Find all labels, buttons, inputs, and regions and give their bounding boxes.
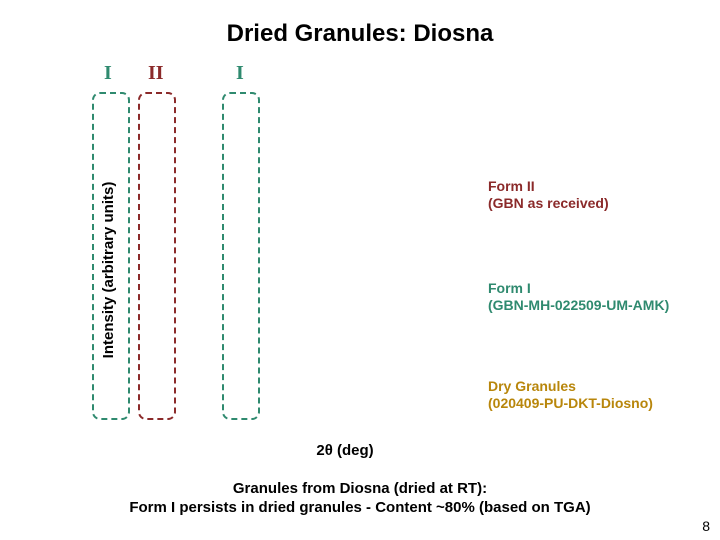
page-title: Dried Granules: Diosna <box>0 20 720 48</box>
caption-line: Granules from Diosna (dried at RT): <box>0 480 720 499</box>
page-number: 8 <box>702 518 710 534</box>
legend-line: Dry Granules <box>488 378 653 395</box>
marker-label-1: II <box>148 62 164 85</box>
legend-line: (020409-PU-DKT-Diosno) <box>488 395 653 412</box>
legend-entry-form1: Form I (GBN-MH-022509-UM-AMK) <box>488 280 669 314</box>
marker-label-0: I <box>104 62 112 85</box>
legend-entry-dry-granules: Dry Granules (020409-PU-DKT-Diosno) <box>488 378 653 412</box>
caption-line: Form I persists in dried granules - Cont… <box>0 499 720 518</box>
x-axis-label: 2θ (deg) <box>245 442 445 459</box>
legend-line: (GBN as received) <box>488 195 609 212</box>
legend-line: Form I <box>488 280 669 297</box>
marker-label-2: I <box>236 62 244 85</box>
legend-entry-form2: Form II (GBN as received) <box>488 178 609 212</box>
y-axis-label: Intensity (arbitrary units) <box>100 182 117 359</box>
peak-box-2 <box>222 92 260 420</box>
peak-box-1 <box>138 92 176 420</box>
legend-line: Form II <box>488 178 609 195</box>
caption: Granules from Diosna (dried at RT): Form… <box>0 480 720 518</box>
legend-line: (GBN-MH-022509-UM-AMK) <box>488 297 669 314</box>
